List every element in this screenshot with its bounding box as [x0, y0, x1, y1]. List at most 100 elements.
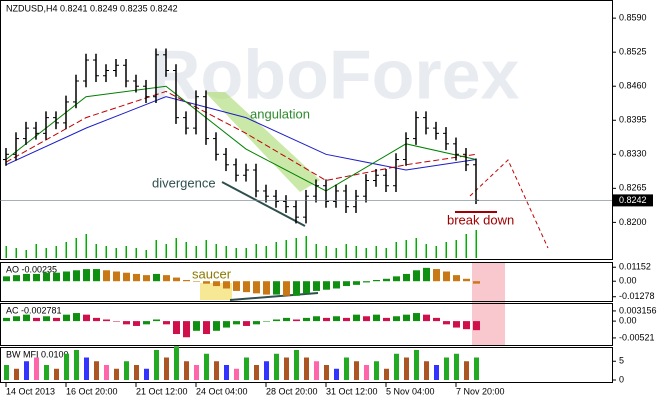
osc-bar [303, 317, 310, 322]
osc-bar [153, 319, 160, 322]
mfi-bar [84, 357, 89, 380]
annotation: break down [447, 212, 514, 227]
osc-bar [313, 316, 320, 322]
mfi-bar [64, 353, 69, 380]
annotation: divergence [152, 175, 216, 190]
osc-bar [3, 317, 10, 322]
volume-bar [5, 246, 7, 258]
osc-bar [193, 281, 200, 282]
osc-bar [343, 317, 350, 322]
mfi-bar [404, 357, 409, 380]
mfi-bar [224, 365, 229, 380]
osc-bar [23, 314, 30, 322]
osc-bar [203, 321, 210, 335]
volume-bar [115, 248, 117, 258]
volume-bar [85, 234, 87, 258]
mfi-bar [264, 361, 269, 380]
y-tick-label: 0.8330 [619, 149, 647, 159]
x-tick-label: 24 Oct 04:00 [196, 386, 248, 396]
mfi-bar [334, 368, 339, 380]
volume-bar [155, 240, 157, 258]
osc-bar [143, 275, 150, 282]
osc-bar [333, 316, 340, 322]
ac-header: AC -0.002781 [6, 305, 62, 315]
osc-bar [133, 321, 140, 326]
mfi-bar [174, 346, 179, 380]
y-tick-label: 0.8200 [619, 217, 647, 227]
osc-bar [433, 269, 440, 282]
mfi-bar [114, 368, 119, 380]
mfi-bar [44, 365, 49, 380]
osc-bar [323, 317, 330, 322]
mfi-bar [324, 365, 329, 380]
volume-bar [415, 238, 417, 258]
osc-bar [123, 321, 130, 325]
osc-bar [73, 313, 80, 322]
osc-bar [63, 271, 70, 282]
volume-bar [405, 240, 407, 258]
annotation: angulation [250, 106, 310, 121]
mfi-bar [284, 357, 289, 380]
volume-bar [455, 240, 457, 258]
osc-bar [263, 281, 270, 295]
osc-bar [443, 271, 450, 282]
osc-bar [23, 273, 30, 282]
y-tick-label: 0.01152 [619, 262, 651, 272]
osc-bar [293, 319, 300, 322]
mfi-bar [74, 350, 79, 380]
volume-bar [145, 250, 147, 258]
osc-bar [473, 281, 480, 284]
osc-bar [463, 321, 470, 330]
mfi-bar [184, 361, 189, 380]
volume-bar [445, 242, 447, 258]
mfi-bar [274, 353, 279, 380]
osc-bar [103, 270, 110, 282]
y-tick-label: 5 [619, 356, 624, 366]
y-tick-label: 0.8265 [619, 183, 647, 193]
osc-bar [253, 281, 260, 294]
osc-bar [53, 317, 60, 322]
osc-bar [313, 281, 320, 291]
mfi-bar [364, 365, 369, 380]
osc-bar [413, 270, 420, 282]
osc-bar [413, 313, 420, 322]
osc-bar [423, 314, 430, 322]
volume-bar [325, 246, 327, 258]
volume-bar [315, 244, 317, 258]
osc-bar [3, 276, 10, 282]
y-tick-label: 0.00 [619, 276, 637, 286]
osc-bar [163, 321, 170, 325]
osc-bar [233, 281, 240, 291]
osc-bar [183, 279, 190, 282]
volume-bar [215, 244, 217, 258]
mfi-bar [164, 357, 169, 380]
volume-bar [305, 236, 307, 258]
symbol-header: NZDUSD,H4 0.8241 0.8249 0.8235 0.8242 [6, 3, 178, 13]
osc-bar [273, 281, 280, 295]
osc-bar [193, 321, 200, 331]
osc-bar [13, 275, 20, 282]
mfi-bar [154, 350, 159, 380]
osc-bar [363, 281, 370, 283]
osc-bar [113, 321, 120, 322]
osc-bar [183, 321, 190, 338]
moving-average [5, 90, 477, 182]
osc-bar [423, 267, 430, 282]
mfi-bar [194, 365, 199, 380]
osc-bar [203, 281, 210, 284]
mfi-bar [244, 357, 249, 380]
osc-bar [393, 316, 400, 322]
x-tick-label: 5 Nov 04:00 [386, 386, 435, 396]
volume-bar [245, 248, 247, 258]
x-tick-label: 14 Oct 2013 [6, 386, 55, 396]
volume-bar [335, 248, 337, 258]
mfi-bar [394, 353, 399, 380]
volume-bar [95, 244, 97, 258]
volume-bar [15, 248, 17, 258]
mfi-bar [4, 365, 9, 380]
osc-bar [283, 281, 290, 296]
y-tick-label: 0.003156 [619, 305, 657, 315]
forecast-line [469, 159, 549, 249]
osc-bar [33, 273, 40, 282]
x-tick-label: 16 Oct 20:00 [66, 386, 118, 396]
